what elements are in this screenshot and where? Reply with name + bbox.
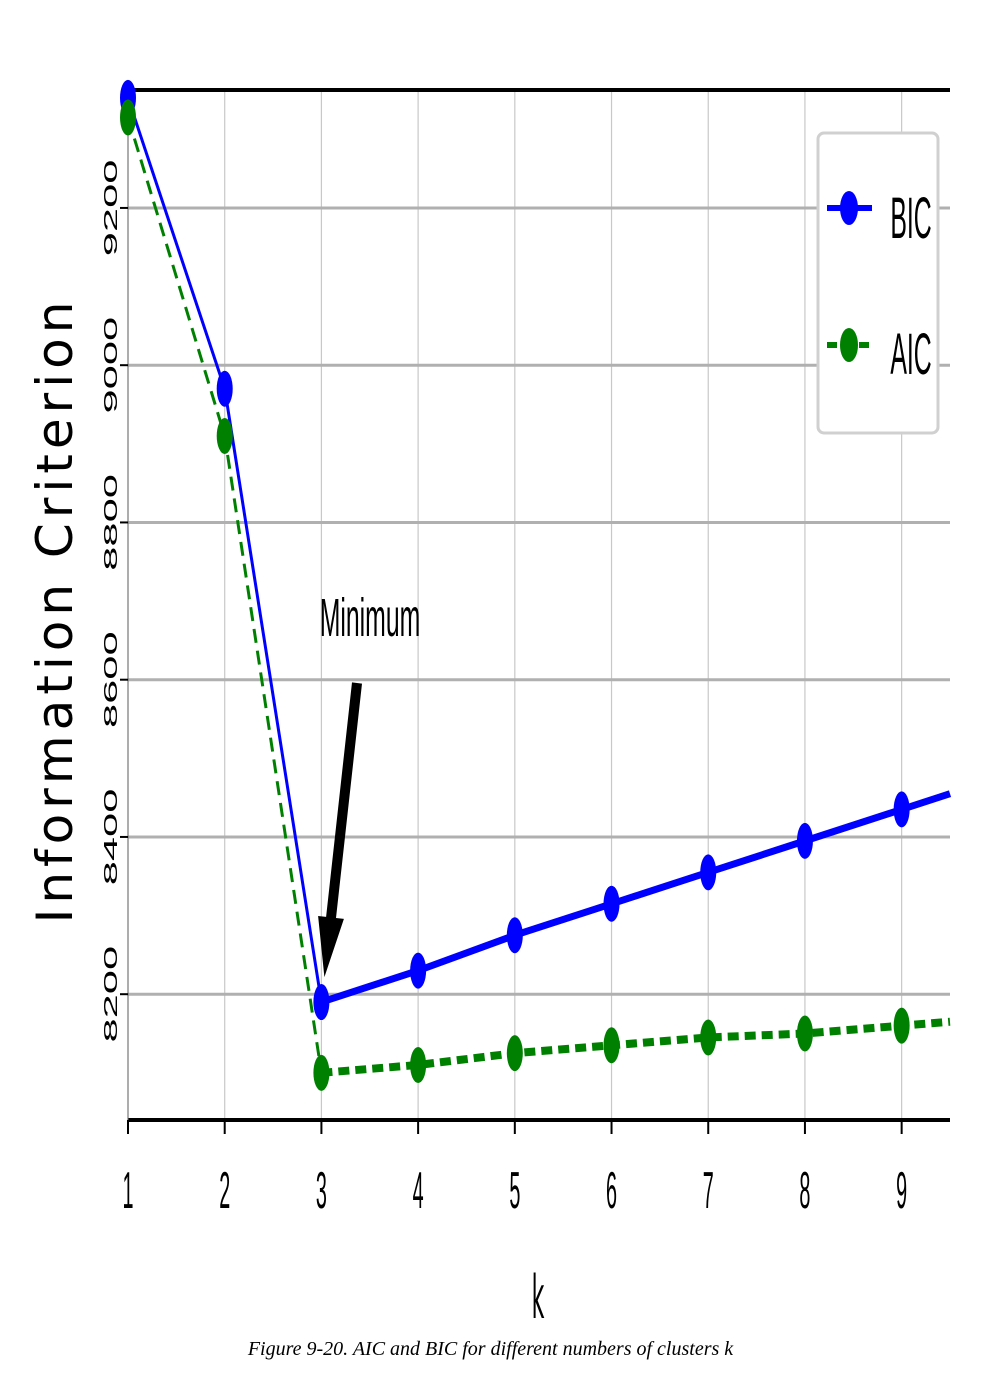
data-point-aic	[120, 99, 136, 136]
y-tick-labels: 8200 8400 8600 8800 9000 9200	[101, 160, 128, 1043]
data-point-aic	[700, 1019, 717, 1056]
y-tick-label-group: 9000	[101, 317, 122, 414]
series-group	[120, 79, 952, 1091]
x-tick-label: 7	[703, 1162, 714, 1220]
data-point-bic	[603, 885, 620, 922]
legend-marker-aic	[840, 328, 858, 362]
x-tick-label: 2	[219, 1162, 230, 1220]
y-tick-label: 9000	[101, 317, 122, 414]
data-point-aic	[603, 1027, 620, 1064]
y-tick-label: 8400	[101, 789, 122, 886]
data-point-bic	[410, 952, 427, 989]
x-tick-label: 6	[606, 1162, 617, 1220]
plot-frame	[127, 88, 950, 1122]
data-point-aic	[893, 1007, 910, 1044]
y-tick-label-group: 9200	[101, 160, 122, 257]
y-axis-label: Information Criterion	[26, 297, 84, 924]
y-tick-label-group: 8600	[101, 631, 122, 728]
annotation-label: Minimum	[320, 587, 421, 647]
legend: BIC AIC	[816, 131, 940, 435]
y-tick-label: 9200	[101, 160, 122, 257]
data-point-bic	[216, 370, 233, 407]
data-point-bic	[313, 984, 330, 1021]
y-tick-label: 8600	[101, 631, 122, 728]
data-point-bic	[506, 917, 523, 954]
legend-box	[816, 131, 940, 435]
data-point-aic	[216, 417, 233, 454]
legend-label-aic: AIC	[890, 323, 931, 387]
x-tick-label: 9	[896, 1162, 907, 1220]
grid-lines	[127, 90, 950, 1120]
series-bic	[120, 79, 952, 1021]
x-tick-label: 3	[316, 1162, 327, 1220]
x-tick-label: 1	[122, 1162, 133, 1220]
series-line-aic-tail	[321, 1017, 951, 1077]
data-point-aic	[506, 1035, 523, 1072]
legend-entry-bic: BIC	[827, 187, 932, 251]
series-aic	[120, 99, 951, 1091]
series-line-bic-tail	[320, 790, 952, 1006]
data-point-aic	[796, 1015, 813, 1052]
x-tick-label: 8	[799, 1162, 810, 1220]
x-tick-label: 5	[509, 1162, 520, 1220]
legend-label-bic: BIC	[890, 187, 931, 251]
minimum-annotation: Minimum	[318, 587, 421, 978]
y-tick-label: 8800	[101, 474, 122, 571]
y-tick-label: 8200	[101, 946, 122, 1043]
y-tick-label-group: 8800	[101, 474, 122, 571]
y-tick-label-group: 8400	[101, 789, 122, 886]
figure-caption: Figure 9-20. AIC and BIC for different n…	[247, 1338, 734, 1360]
y-tick-label-group: 8200	[101, 946, 122, 1043]
x-tick-labels: 1 2 3 4 5 6 7 8 9	[122, 1120, 907, 1220]
data-point-aic	[410, 1046, 427, 1083]
legend-entry-aic: AIC	[827, 323, 932, 387]
annotation-arrow	[318, 682, 362, 978]
data-point-aic	[313, 1054, 330, 1091]
data-point-bic	[893, 791, 910, 828]
legend-marker-bic	[840, 191, 858, 225]
data-point-bic	[700, 854, 717, 891]
x-axis-label: k	[532, 1262, 545, 1332]
data-point-bic	[796, 822, 813, 859]
x-tick-label: 4	[413, 1162, 424, 1220]
